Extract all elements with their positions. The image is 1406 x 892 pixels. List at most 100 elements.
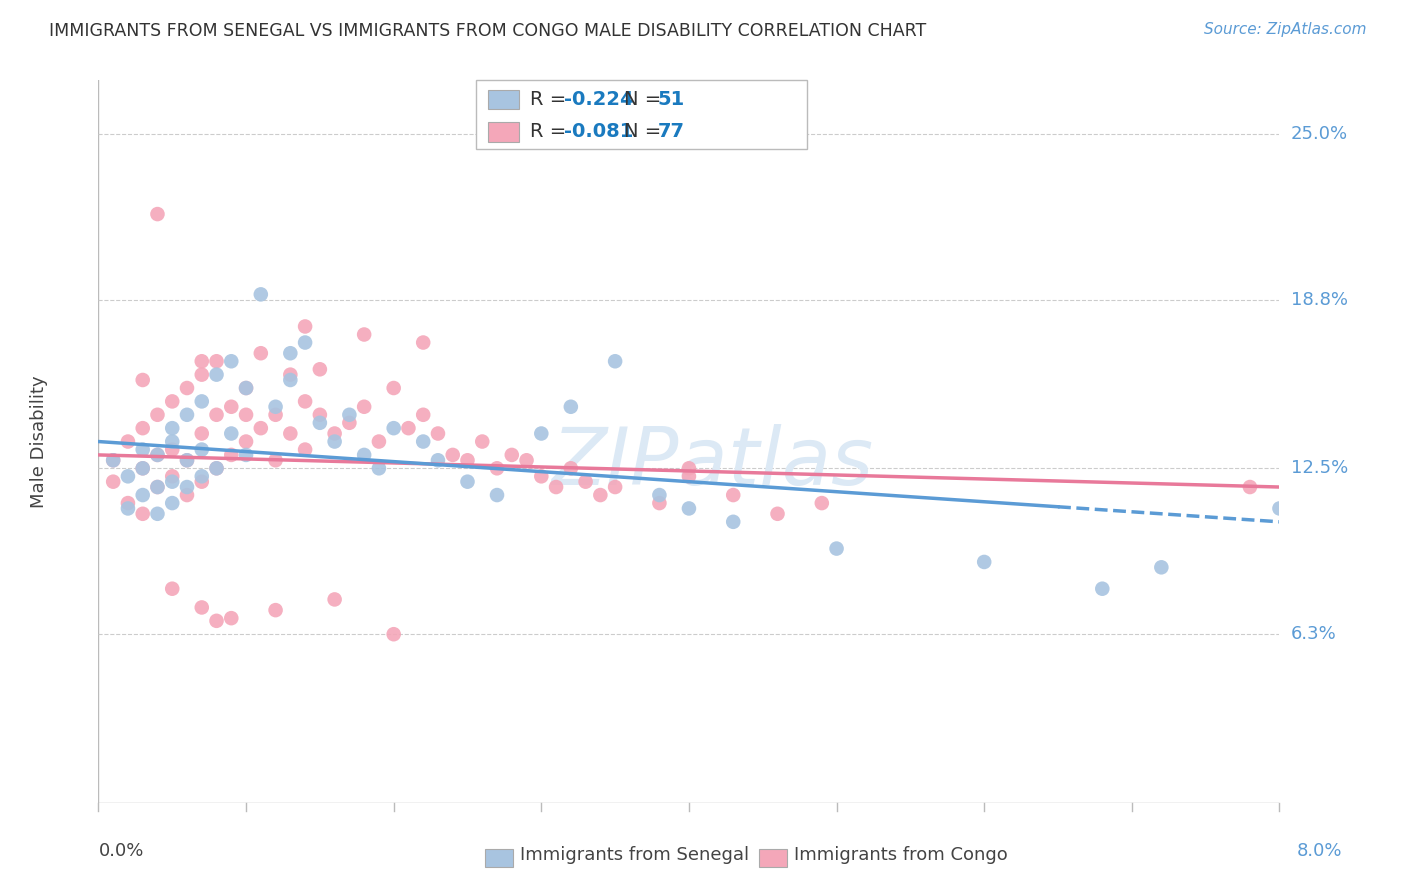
- Point: [250, 421, 273, 435]
- Point: [382, 627, 405, 641]
- Point: [146, 448, 169, 462]
- Text: R =: R =: [530, 122, 572, 141]
- Point: [162, 421, 183, 435]
- Point: [678, 469, 700, 483]
- Point: [973, 555, 995, 569]
- Point: [264, 400, 287, 414]
- Point: [132, 461, 155, 475]
- Point: [605, 354, 627, 368]
- Point: [162, 582, 183, 596]
- Point: [339, 416, 361, 430]
- Point: [457, 475, 479, 489]
- Point: [811, 496, 834, 510]
- Point: [191, 469, 214, 483]
- Point: [280, 426, 302, 441]
- Point: [412, 408, 434, 422]
- Text: 6.3%: 6.3%: [1291, 625, 1336, 643]
- Point: [221, 448, 243, 462]
- Text: 12.5%: 12.5%: [1291, 459, 1348, 477]
- Point: [103, 453, 125, 467]
- Point: [205, 614, 228, 628]
- Point: [280, 346, 302, 360]
- Point: [176, 453, 198, 467]
- Text: IMMIGRANTS FROM SENEGAL VS IMMIGRANTS FROM CONGO MALE DISABILITY CORRELATION CHA: IMMIGRANTS FROM SENEGAL VS IMMIGRANTS FR…: [49, 22, 927, 40]
- Text: 8.0%: 8.0%: [1296, 842, 1341, 860]
- Point: [162, 394, 183, 409]
- Point: [250, 287, 273, 301]
- Point: [235, 381, 257, 395]
- Point: [1239, 480, 1261, 494]
- Point: [264, 603, 287, 617]
- Point: [146, 448, 169, 462]
- Text: Male Disability: Male Disability: [31, 376, 48, 508]
- Point: [146, 507, 169, 521]
- Point: [146, 408, 169, 422]
- Point: [132, 461, 155, 475]
- Point: [398, 421, 420, 435]
- Point: [825, 541, 848, 556]
- Point: [427, 453, 450, 467]
- Point: [516, 453, 538, 467]
- Point: [280, 373, 302, 387]
- Point: [530, 426, 553, 441]
- Point: [530, 469, 553, 483]
- Point: [412, 434, 434, 449]
- Point: [560, 461, 582, 475]
- Point: [648, 496, 671, 510]
- Point: [191, 426, 214, 441]
- Text: 0.0%: 0.0%: [98, 842, 143, 860]
- Text: 77: 77: [658, 122, 685, 141]
- Point: [221, 400, 243, 414]
- Point: [205, 461, 228, 475]
- Point: [309, 362, 332, 376]
- Text: 18.8%: 18.8%: [1291, 291, 1347, 309]
- Point: [323, 434, 346, 449]
- Point: [605, 480, 627, 494]
- Point: [294, 335, 316, 350]
- Point: [412, 335, 434, 350]
- Point: [294, 442, 316, 457]
- Point: [323, 426, 346, 441]
- Point: [176, 453, 198, 467]
- Point: [501, 448, 523, 462]
- Text: Immigrants from Congo: Immigrants from Congo: [794, 846, 1008, 863]
- Point: [235, 448, 257, 462]
- Point: [103, 453, 125, 467]
- Point: [766, 507, 789, 521]
- Point: [575, 475, 598, 489]
- Text: R =: R =: [530, 90, 572, 109]
- Point: [132, 507, 155, 521]
- Point: [294, 319, 316, 334]
- Point: [191, 600, 214, 615]
- Point: [546, 480, 568, 494]
- Point: [1150, 560, 1173, 574]
- Point: [191, 354, 214, 368]
- Text: Immigrants from Senegal: Immigrants from Senegal: [520, 846, 749, 863]
- Point: [162, 469, 183, 483]
- Text: -0.224: -0.224: [564, 90, 633, 109]
- Point: [205, 461, 228, 475]
- Point: [486, 461, 509, 475]
- Point: [162, 475, 183, 489]
- Point: [205, 368, 228, 382]
- Point: [235, 434, 257, 449]
- Point: [176, 408, 198, 422]
- Point: [205, 354, 228, 368]
- Point: [1091, 582, 1114, 596]
- Point: [457, 453, 479, 467]
- Text: N =: N =: [624, 122, 668, 141]
- Point: [264, 453, 287, 467]
- Point: [471, 434, 494, 449]
- Point: [146, 480, 169, 494]
- Text: -0.081: -0.081: [564, 122, 633, 141]
- Point: [146, 207, 169, 221]
- Point: [146, 480, 169, 494]
- Point: [235, 408, 257, 422]
- Point: [191, 442, 214, 457]
- Point: [162, 442, 183, 457]
- Point: [264, 408, 287, 422]
- Point: [368, 461, 391, 475]
- Point: [162, 496, 183, 510]
- Point: [176, 480, 198, 494]
- Point: [221, 611, 243, 625]
